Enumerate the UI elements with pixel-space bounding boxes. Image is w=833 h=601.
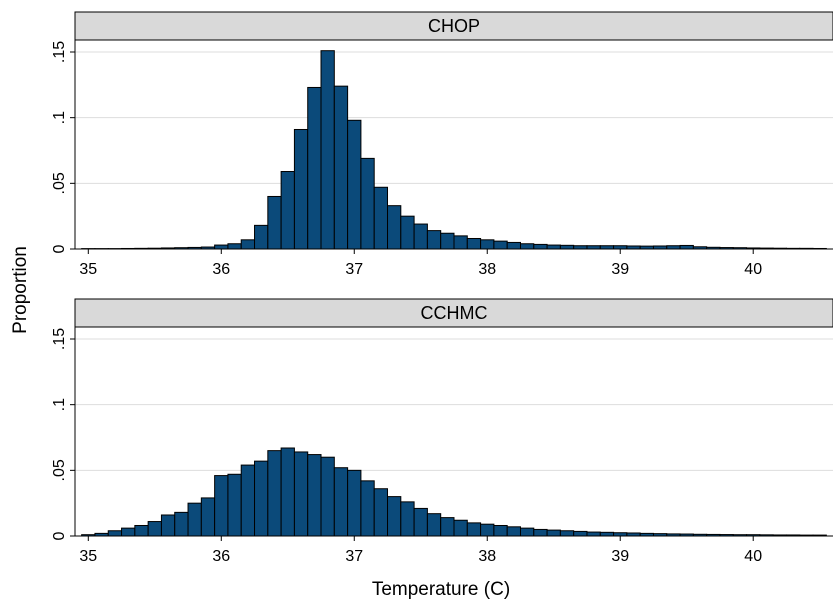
histogram-bar (400, 215, 415, 250)
x-tick-label: 35 (79, 548, 97, 565)
x-tick-label: 37 (345, 261, 363, 278)
histogram-bar (546, 244, 561, 250)
histogram-bar (214, 244, 229, 250)
histogram-bar (254, 224, 269, 250)
histogram-bar (240, 464, 256, 537)
histogram-bar (360, 480, 375, 537)
panel-title-strip (74, 11, 833, 41)
histogram-bar (121, 527, 136, 537)
histogram-bar (453, 235, 468, 250)
histogram-bar (387, 496, 402, 537)
histogram-bar (347, 469, 362, 537)
histogram-bar (107, 530, 123, 537)
histogram-bar (347, 119, 362, 250)
panel-title-strip (74, 298, 833, 328)
histogram-bar (493, 524, 508, 537)
y-tick-label: .15 (51, 41, 68, 63)
histogram-bar (227, 473, 242, 537)
histogram-bar (240, 239, 256, 250)
histogram-bar (466, 237, 482, 250)
histogram-bar (267, 450, 282, 537)
histogram-bar (559, 244, 575, 250)
x-tick-label: 40 (744, 261, 762, 278)
panel-title: CCHMC (421, 303, 488, 323)
x-tick-label: 38 (478, 261, 496, 278)
histogram-bar (586, 531, 601, 537)
y-tick-label: 0 (51, 244, 68, 253)
histogram-bar (533, 528, 548, 537)
histogram-bar (360, 157, 375, 250)
panel-cchmc: CCHMC 0 .05 .1 .15 35 36 37 38 39 40 (51, 298, 833, 565)
histogram-bar (320, 456, 335, 537)
y-tick-label: .15 (51, 328, 68, 350)
histogram-bar (134, 524, 149, 537)
histogram-bar (559, 530, 575, 537)
histogram-bar (373, 488, 389, 537)
histogram-bar (293, 451, 309, 537)
histogram-bar (466, 522, 482, 537)
x-axis-label: Temperature (C) (372, 579, 510, 600)
y-tick-label: .05 (51, 459, 68, 481)
histogram-bar (373, 186, 389, 250)
histogram-bar (400, 501, 415, 537)
histogram-bar (147, 521, 162, 537)
histogram-bar (599, 531, 615, 537)
y-tick-label: 0 (51, 531, 68, 540)
panel-title: CHOP (428, 16, 480, 36)
histogram-bar (280, 447, 295, 537)
histogram-bar (320, 50, 335, 250)
histogram-bar (679, 244, 694, 250)
histogram-bar (387, 205, 402, 250)
panel-chop: CHOP 0 .05 .1 .15 35 36 37 38 39 40 (51, 11, 833, 278)
histogram-bar (333, 467, 349, 537)
histogram-bar (160, 514, 176, 537)
histogram-bar (493, 240, 508, 250)
histogram-bar (453, 519, 468, 537)
histogram-bar (440, 517, 455, 537)
histogram-bar (214, 475, 229, 537)
histogram-bar (506, 241, 521, 250)
histogram-bar (533, 243, 548, 250)
histogram-bar (174, 511, 189, 537)
histogram-bar (480, 239, 495, 250)
histogram-bar (519, 243, 535, 250)
histogram-bar (506, 526, 521, 537)
histogram-bar (267, 195, 282, 250)
histogram-bar (573, 530, 588, 537)
y-axis-label: Proportion (10, 246, 31, 334)
histogram-bar (293, 128, 309, 250)
x-tick-label: 38 (478, 548, 496, 565)
histogram-bar (440, 232, 455, 250)
y-tick-label: .05 (51, 172, 68, 194)
histogram-bar (426, 230, 442, 250)
histogram-bar (280, 171, 295, 250)
histogram-bar (519, 527, 535, 537)
histogram-bar (480, 523, 495, 537)
x-tick-label: 36 (212, 548, 230, 565)
histogram-bar (254, 460, 269, 537)
x-tick-label: 39 (611, 548, 629, 565)
histogram-bar (426, 513, 442, 537)
histogram-bar (187, 502, 202, 537)
histogram-bar (200, 497, 216, 537)
histogram-bar (333, 85, 349, 250)
histogram-bar (307, 454, 322, 537)
histogram-bar (546, 529, 561, 537)
histogram-bar (227, 243, 242, 250)
x-tick-label: 39 (611, 261, 629, 278)
x-tick-label: 36 (212, 261, 230, 278)
x-tick-label: 37 (345, 548, 363, 565)
x-tick-label: 35 (79, 261, 97, 278)
y-tick-label: .1 (51, 398, 68, 411)
histogram-bar (413, 507, 428, 537)
histogram-bar (307, 86, 322, 250)
y-tick-label: .1 (51, 111, 68, 124)
histogram-bar (413, 223, 428, 250)
x-tick-label: 40 (744, 548, 762, 565)
